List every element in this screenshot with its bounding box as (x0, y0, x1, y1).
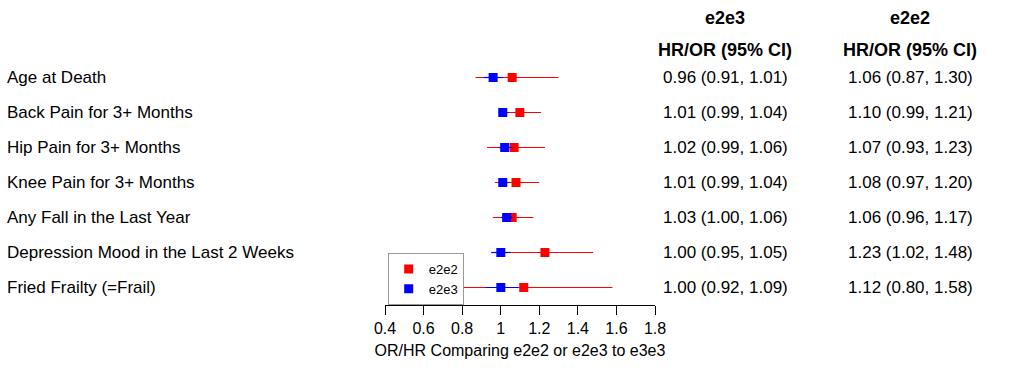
svg-text:1.01 (0.99, 1.04): 1.01 (0.99, 1.04) (663, 103, 788, 122)
svg-text:1.8: 1.8 (644, 320, 666, 337)
svg-text:1.07 (0.93, 1.23): 1.07 (0.93, 1.23) (848, 138, 973, 157)
svg-text:1.23 (1.02, 1.48): 1.23 (1.02, 1.48) (848, 243, 973, 262)
svg-text:1.06 (0.87, 1.30): 1.06 (0.87, 1.30) (848, 68, 973, 87)
svg-text:1.00 (0.92, 1.09): 1.00 (0.92, 1.09) (663, 278, 788, 297)
svg-text:e2e3: e2e3 (705, 8, 745, 28)
svg-text:e2e3: e2e3 (429, 282, 458, 297)
svg-text:1.03 (1.00, 1.06): 1.03 (1.00, 1.06) (663, 208, 788, 227)
svg-text:0.6: 0.6 (412, 320, 434, 337)
svg-text:1.4: 1.4 (567, 320, 589, 337)
svg-text:1.02 (0.99, 1.06): 1.02 (0.99, 1.06) (663, 138, 788, 157)
svg-text:1: 1 (496, 320, 505, 337)
svg-text:OR/HR Comparing e2e2 or e2e3 t: OR/HR Comparing e2e2 or e2e3 to e3e3 (375, 342, 666, 359)
svg-text:Any Fall in the Last Year: Any Fall in the Last Year (7, 208, 191, 227)
svg-text:1.12 (0.80, 1.58): 1.12 (0.80, 1.58) (848, 278, 973, 297)
svg-text:HR/OR (95% CI): HR/OR (95% CI) (658, 40, 792, 60)
svg-text:1.00 (0.95, 1.05): 1.00 (0.95, 1.05) (663, 243, 788, 262)
svg-text:0.4: 0.4 (374, 320, 396, 337)
svg-text:1.01 (0.99, 1.04): 1.01 (0.99, 1.04) (663, 173, 788, 192)
svg-text:HR/OR (95% CI): HR/OR (95% CI) (843, 40, 977, 60)
svg-text:0.8: 0.8 (451, 320, 473, 337)
svg-text:1.2: 1.2 (528, 320, 550, 337)
svg-text:e2e2: e2e2 (890, 8, 930, 28)
svg-text:0.96 (0.91, 1.01): 0.96 (0.91, 1.01) (663, 68, 788, 87)
svg-text:Depression Mood in the Last 2: Depression Mood in the Last 2 Weeks (7, 243, 294, 262)
svg-text:Fried Frailty (=Frail): Fried Frailty (=Frail) (7, 278, 156, 297)
svg-text:1.08 (0.97, 1.20): 1.08 (0.97, 1.20) (848, 173, 973, 192)
svg-text:Age at Death: Age at Death (7, 68, 106, 87)
svg-text:Back Pain for 3+ Months: Back Pain for 3+ Months (7, 103, 193, 122)
svg-text:e2e2: e2e2 (429, 262, 458, 277)
svg-text:1.06 (0.96, 1.17): 1.06 (0.96, 1.17) (848, 208, 973, 227)
svg-text:Hip Pain for 3+ Months: Hip Pain for 3+ Months (7, 138, 180, 157)
svg-text:1.10 (0.99, 1.21): 1.10 (0.99, 1.21) (848, 103, 973, 122)
svg-text:Knee Pain for 3+ Months: Knee Pain for 3+ Months (7, 173, 195, 192)
svg-text:1.6: 1.6 (605, 320, 627, 337)
